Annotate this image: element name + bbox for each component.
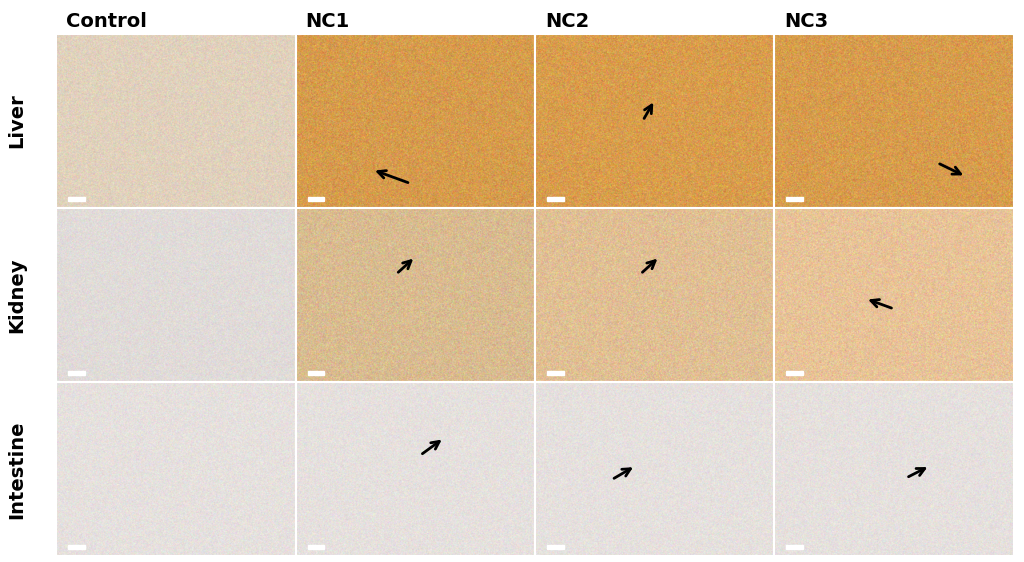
Text: NC1: NC1 (305, 12, 350, 31)
Bar (547, 371, 564, 375)
Bar (786, 197, 803, 201)
Bar (547, 545, 564, 550)
Bar (307, 197, 325, 201)
Text: Liver: Liver (7, 93, 27, 148)
Bar (307, 371, 325, 375)
Bar (69, 371, 85, 375)
Text: Kidney: Kidney (7, 257, 27, 333)
Bar (307, 545, 325, 550)
Text: Control: Control (67, 12, 147, 31)
Bar (547, 197, 564, 201)
Bar (786, 371, 803, 375)
Bar (69, 545, 85, 550)
Text: NC2: NC2 (545, 12, 589, 31)
Bar (69, 197, 85, 201)
Bar (786, 545, 803, 550)
Text: NC3: NC3 (784, 12, 828, 31)
Text: Intestine: Intestine (7, 420, 27, 519)
